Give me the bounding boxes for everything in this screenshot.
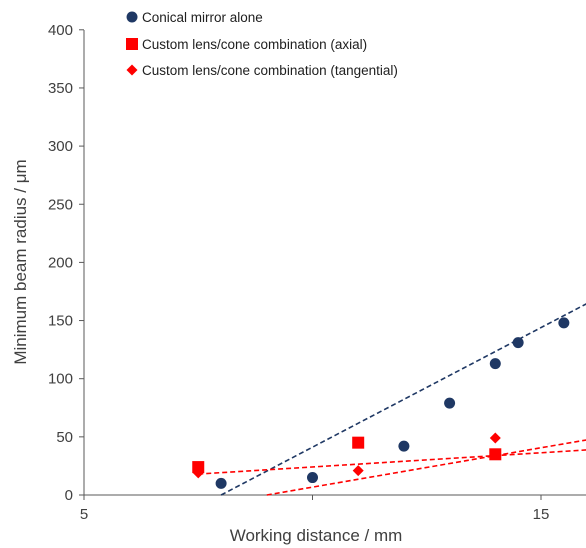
conical-mirror-point <box>512 337 524 349</box>
axial-point <box>489 448 502 461</box>
trendlines <box>198 303 586 496</box>
y-tick-label: 400 <box>48 22 73 39</box>
conical-mirror-point <box>489 358 501 370</box>
legend: Conical mirror alone Custom lens/cone com… <box>126 10 398 78</box>
x-tick-label: 15 <box>533 506 550 523</box>
y-tick-label: 350 <box>48 80 73 97</box>
axial-point <box>352 436 365 449</box>
conical-mirror-trendline <box>220 303 586 496</box>
conical-mirror-point <box>558 317 570 329</box>
markers <box>192 317 570 489</box>
y-tick-label: 150 <box>48 313 73 330</box>
y-tick-label: 200 <box>48 254 73 271</box>
axial-point <box>192 461 205 474</box>
y-tick-label: 100 <box>48 371 73 388</box>
legend-label: Custom lens/cone combination (axial) <box>142 37 367 52</box>
legend-label: Conical mirror alone <box>142 10 263 25</box>
tangential-trendline <box>266 439 586 496</box>
conical-mirror-point <box>215 477 227 489</box>
y-tick-label: 300 <box>48 138 73 155</box>
legend-marker <box>126 38 138 50</box>
legend-label: Custom lens/cone combination (tangential… <box>142 63 398 78</box>
tangential-point <box>352 465 364 477</box>
tangential-point <box>192 467 204 479</box>
tangential-point <box>489 432 501 444</box>
x-tick-label: 5 <box>80 506 88 523</box>
axial-trendline <box>198 449 586 475</box>
y-tick-label: 250 <box>48 196 73 213</box>
legend-marker <box>126 11 138 23</box>
x-axis-title: Working distance / mm <box>230 526 403 545</box>
legend-marker <box>126 64 138 76</box>
y-axis-title: Minimum beam radius / μm <box>11 159 30 364</box>
conical-mirror-point <box>444 397 456 409</box>
axes <box>79 29 586 500</box>
y-tick-label: 0 <box>65 487 73 504</box>
tick-labels: 050100150200250300350400515253545 <box>48 22 550 523</box>
y-tick-label: 50 <box>56 429 73 446</box>
conical-mirror-point <box>398 440 410 452</box>
conical-mirror-point <box>307 472 318 484</box>
